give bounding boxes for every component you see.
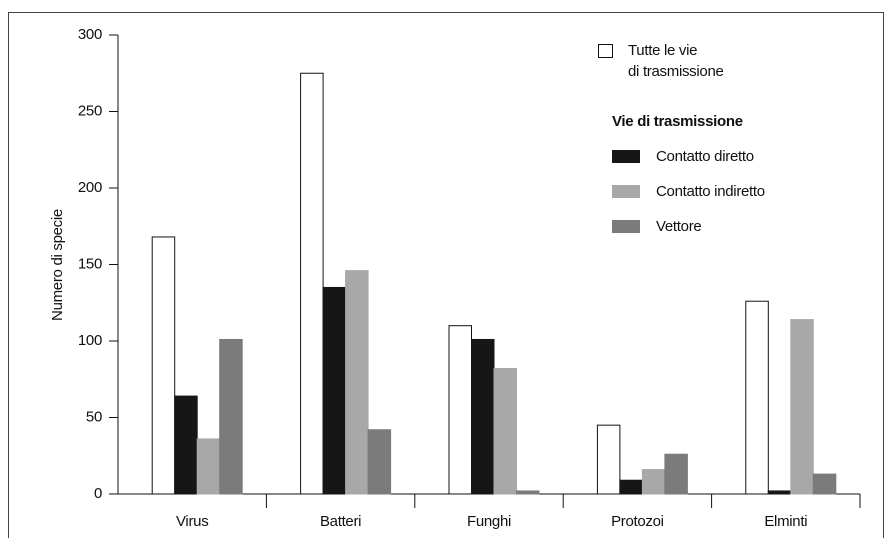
y-tick-label: 100 [78, 332, 102, 349]
x-tick-label: Elminti [764, 513, 807, 530]
bar [767, 490, 792, 495]
bar [641, 469, 666, 495]
frame [8, 12, 884, 538]
y-tick-label: 250 [78, 102, 102, 119]
legend-swatch [598, 44, 613, 58]
bar [219, 338, 243, 495]
bar [471, 338, 495, 495]
bar [322, 286, 347, 495]
x-tick-label: Funghi [467, 513, 511, 530]
y-tick-label: 150 [78, 255, 102, 272]
legend-label: Vettore [656, 218, 702, 235]
bar [493, 368, 517, 495]
bar [516, 490, 540, 495]
legend-swatch [612, 150, 640, 163]
bar [664, 453, 688, 495]
bar [812, 473, 837, 495]
legend-swatch [612, 185, 640, 198]
legend-swatch [612, 220, 640, 233]
legend-title: Vie di trasmissione [612, 113, 743, 130]
legend-label: Contatto diretto [656, 148, 754, 165]
bar [151, 236, 176, 495]
x-tick-label: Protozoi [611, 513, 664, 530]
bar [448, 325, 472, 495]
legend-label: Contatto indiretto [656, 183, 765, 200]
legend-label: Tutte le vie di trasmissione [628, 42, 724, 80]
bar [174, 395, 198, 495]
x-tick-label: Virus [176, 513, 208, 530]
y-tick-label: 200 [78, 179, 102, 196]
y-tick-label: 0 [94, 485, 102, 502]
bar [596, 424, 621, 495]
bar [745, 300, 769, 495]
bar [196, 438, 221, 495]
bar [619, 479, 643, 495]
bar [300, 72, 324, 495]
bar [790, 319, 814, 495]
x-tick-label: Batteri [320, 513, 361, 530]
bar [345, 270, 369, 495]
y-axis-label: Numero di specie [49, 209, 66, 321]
y-tick-label: 50 [86, 408, 102, 425]
y-tick-label: 300 [78, 26, 102, 43]
bar [367, 429, 392, 495]
